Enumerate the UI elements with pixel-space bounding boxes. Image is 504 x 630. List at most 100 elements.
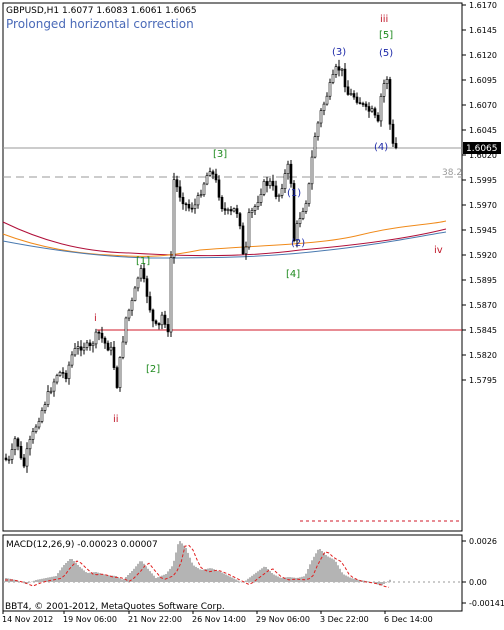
price-tick-label: 1.6145 (469, 26, 497, 35)
macd-bar (237, 580, 239, 582)
candle-body (244, 246, 248, 255)
macd-bar (27, 582, 29, 584)
ma-red-line (2, 221, 447, 257)
macd-bar (241, 582, 243, 583)
macd-bar (139, 561, 141, 583)
price-tick-label: 1.6120 (469, 51, 497, 60)
candle-body (301, 211, 305, 219)
candle-body (352, 93, 356, 98)
candle-body (205, 175, 209, 185)
macd-bar (297, 577, 299, 583)
candle-body (121, 341, 125, 358)
candle-body (292, 183, 296, 242)
candle-body (91, 343, 95, 346)
macd-bar (103, 574, 105, 582)
candle-body (172, 179, 176, 258)
price-tick-label: 1.6020 (469, 151, 497, 160)
macd-bar (193, 565, 195, 582)
macd-bar (387, 581, 389, 583)
candle-body (262, 181, 266, 195)
macd-bar (249, 577, 251, 583)
macd-bar (123, 579, 125, 582)
candle-body (328, 82, 332, 97)
price-tick-label: 1.6070 (469, 101, 497, 110)
macd-bar (173, 560, 175, 582)
candle-body (319, 110, 323, 124)
macd-bar (141, 561, 143, 583)
candle-body (151, 309, 155, 322)
candle-body (340, 68, 344, 71)
macd-bar (265, 567, 267, 582)
macd-bar (335, 561, 337, 583)
macd-bar (39, 579, 41, 582)
wave-label-blue: (4) (374, 142, 388, 153)
candle-body (286, 163, 290, 174)
macd-bar (247, 578, 249, 582)
macd-bar (227, 575, 229, 582)
macd-bar (203, 569, 205, 582)
candle-body (82, 347, 86, 351)
time-tick-label: 21 Nov 22:00 (128, 615, 182, 624)
macd-bar (291, 577, 293, 582)
macd-bar (133, 568, 135, 583)
macd-bar (127, 575, 129, 582)
candle-body (271, 180, 275, 187)
macd-bar (131, 571, 133, 582)
macd-bar (319, 549, 321, 582)
candle-body (229, 209, 233, 212)
macd-bar (153, 575, 155, 582)
candle-body (370, 108, 374, 112)
wave-label-green: [5] (379, 30, 393, 41)
macd-bar (205, 569, 207, 582)
macd-bar (355, 579, 357, 583)
candle-body (298, 218, 302, 224)
candle-body (211, 171, 215, 175)
macd-bar (71, 559, 73, 582)
candle-body (64, 372, 68, 380)
macd-bar (97, 572, 99, 582)
candle-body (103, 337, 107, 344)
macd-bar (11, 579, 13, 582)
macd-bar (351, 578, 353, 583)
macd-bar (317, 549, 319, 583)
macd-tick-label: 0.00 (469, 578, 487, 587)
time-tick-label: 14 Nov 2012 (2, 615, 53, 624)
candle-body (100, 332, 104, 339)
time-tick-label: 19 Nov 06:00 (63, 615, 117, 624)
macd-bar (161, 575, 163, 582)
candle-body (55, 375, 59, 383)
macd-bar (155, 578, 157, 582)
price-panel: GBPUSD,H1 1.6077 1.6083 1.6061 1.6065 Pr… (2, 2, 463, 532)
candle-body (268, 180, 272, 186)
price-tick-label: 1.5895 (469, 276, 497, 285)
macd-bar (105, 575, 107, 582)
ma-blue-line (2, 231, 447, 259)
candle-body (43, 404, 47, 411)
macd-bar (307, 569, 309, 582)
macd-bar (231, 577, 233, 582)
macd-bar (379, 582, 381, 586)
macd-bar (209, 568, 211, 582)
macd-bar (353, 578, 355, 583)
candle-body (118, 357, 122, 388)
macd-bar (201, 569, 203, 582)
macd-bar (177, 544, 179, 582)
candle-body (31, 431, 35, 440)
candle-body (142, 268, 146, 279)
macd-bar (279, 577, 281, 582)
candle-body (28, 439, 32, 450)
macd-bar (135, 566, 137, 583)
macd-bar (259, 569, 261, 583)
candle-body (112, 346, 116, 368)
price-tick-label: 1.6095 (469, 76, 497, 85)
macd-bar (79, 566, 81, 582)
macd-bar (333, 559, 335, 582)
macd-panel: MACD(12,26,9) -0.00023 0.00007 BBT4, © 2… (2, 534, 463, 612)
macd-bar (357, 579, 359, 583)
macd-bar (113, 575, 115, 582)
candle-body (157, 323, 161, 326)
price-tick-label: 1.5970 (469, 201, 497, 210)
candle-body (166, 324, 170, 333)
macd-bar (233, 578, 235, 582)
